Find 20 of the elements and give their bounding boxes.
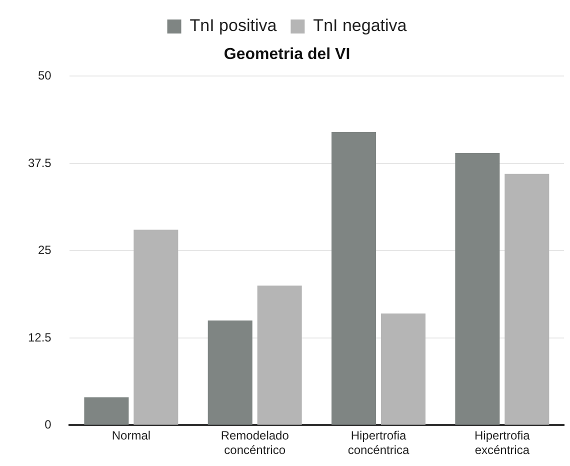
bar	[208, 320, 252, 425]
bar	[84, 397, 129, 425]
bar	[504, 174, 550, 425]
x-tick-label: Remodelado concéntrico	[220, 428, 290, 458]
bar	[332, 132, 376, 425]
y-tick-label: 25	[38, 243, 52, 258]
x-tick-label: Hipertrofia concéntrica	[348, 428, 410, 458]
bar	[134, 230, 178, 425]
y-tick-label: 50	[38, 68, 52, 83]
legend-label: TnI positiva	[190, 16, 278, 36]
chart-title: Geometria del VI	[224, 46, 350, 64]
y-tick-label: 0	[44, 418, 52, 432]
x-tick-label: Hipertrofia excéntrica	[474, 428, 530, 458]
bar	[380, 314, 426, 425]
bar	[257, 286, 302, 425]
x-tick-label: Normal	[112, 428, 151, 443]
bar	[455, 152, 500, 425]
legend-label: TnI negativa	[313, 16, 408, 36]
y-tick-label: 37.5	[28, 156, 52, 170]
y-tick-label: 12.5	[28, 330, 52, 344]
